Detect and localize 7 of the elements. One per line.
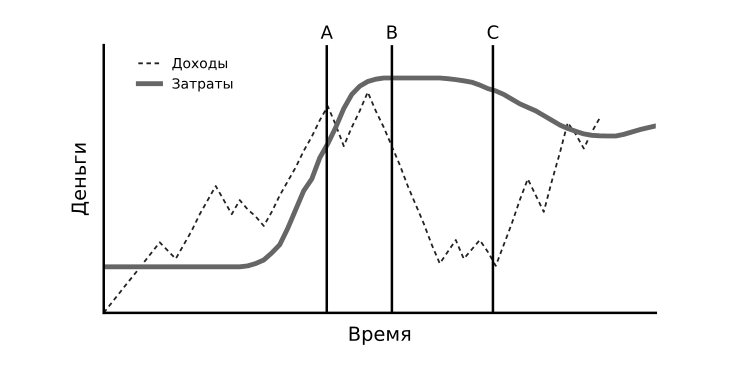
text: C — [488, 25, 498, 39]
x-axis-title: Время — [350, 326, 410, 345]
legend-label: Затраты — [172, 78, 232, 92]
text: B — [387, 26, 397, 39]
legend-label: Доходы — [172, 58, 228, 70]
text: A — [320, 26, 333, 39]
y-axis-title: Деньги — [72, 144, 89, 216]
